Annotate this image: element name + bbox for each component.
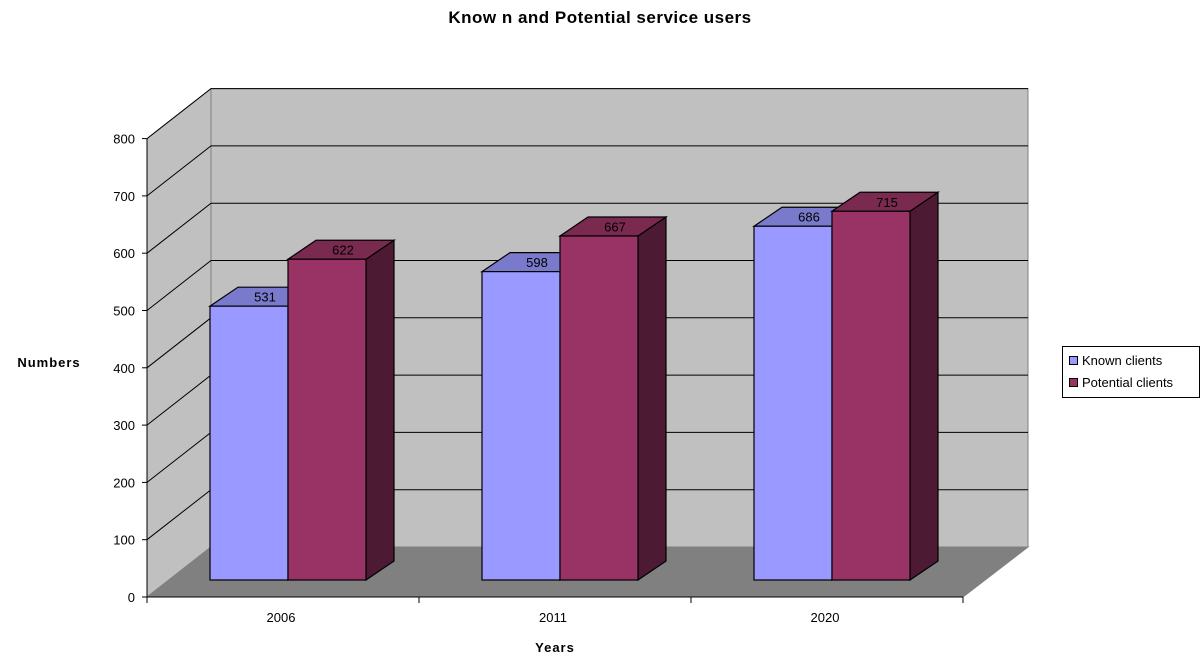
data-labels: 531 622 598 667 686 715 — [254, 195, 898, 305]
legend-label-potential: Potential clients — [1082, 374, 1174, 390]
data-label: 667 — [604, 220, 626, 235]
y-axis-title: Numbers — [17, 355, 80, 370]
x-tick-label: 2011 — [539, 610, 567, 625]
bar-front — [209, 305, 289, 581]
data-label: 622 — [332, 243, 354, 258]
gridline — [146, 88, 1028, 139]
legend: Known clients Potential clients — [1062, 346, 1200, 398]
gridline — [146, 202, 1028, 254]
y-tick-label: 100 — [113, 533, 135, 548]
legend-swatch-known — [1069, 355, 1078, 365]
chart-title: Know n and Potential service users — [448, 8, 751, 27]
legend-swatch-potential — [1069, 377, 1078, 387]
y-tick-label: 800 — [113, 132, 135, 147]
y-tick-label: 600 — [113, 246, 135, 261]
bar-front — [559, 235, 639, 581]
gridline — [146, 145, 1028, 197]
y-tick-label: 400 — [113, 361, 135, 376]
bar-potential-clients-2020 — [830, 191, 940, 582]
bar-front — [481, 271, 561, 581]
y-tick-label: 500 — [113, 304, 135, 319]
legend-item-potential: Potential clients — [1069, 373, 1173, 391]
bar-front — [753, 225, 833, 581]
bar-front — [831, 210, 911, 581]
x-tick-label: 2006 — [267, 610, 296, 625]
bar-side — [637, 215, 667, 582]
y-tick-label: 700 — [113, 189, 135, 204]
data-label: 686 — [798, 210, 820, 225]
bar-potential-clients-2011 — [558, 215, 668, 582]
x-axis-title: Years — [535, 640, 575, 654]
bar-front — [287, 258, 367, 581]
y-tick-label: 200 — [113, 475, 135, 490]
legend-item-known: Known clients — [1069, 351, 1162, 369]
data-label: 531 — [254, 290, 276, 305]
bar-potential-clients-2006 — [286, 239, 396, 582]
axes: 0 100 200 300 400 500 600 700 800 2006 2011 2020 — [113, 132, 964, 625]
y-tick-label: 0 — [128, 590, 135, 605]
data-label: 598 — [526, 255, 548, 270]
bar-side — [365, 239, 395, 582]
legend-label-known: Known clients — [1082, 352, 1163, 368]
bars — [208, 191, 940, 582]
y-tick-label: 300 — [113, 418, 135, 433]
bar-side — [909, 191, 939, 582]
data-label: 715 — [876, 195, 898, 210]
x-tick-label: 2020 — [811, 610, 840, 625]
